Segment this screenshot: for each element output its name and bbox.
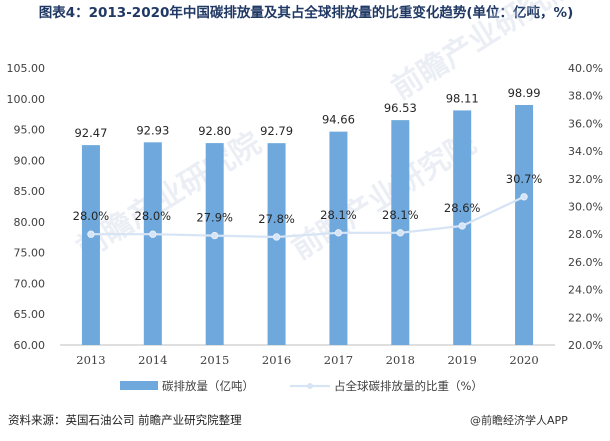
x-tick-label: 2020: [509, 353, 538, 367]
bar-value-label: 92.80: [198, 124, 231, 138]
legend-marker-line: [307, 383, 313, 389]
y-left-tick-label: 75.00: [14, 247, 46, 260]
x-tick-label: 2016: [262, 353, 291, 367]
bar: [329, 131, 348, 345]
line-point: [334, 229, 343, 237]
y-right-tick-label: 22.0%: [568, 311, 603, 324]
legend-swatch-bars: [120, 381, 158, 390]
line-point: [458, 222, 466, 230]
bar-value-label: 92.93: [136, 123, 169, 137]
bar: [267, 143, 286, 345]
bar: [515, 104, 534, 345]
line-value-label: 30.7%: [506, 172, 543, 186]
line-point: [520, 193, 528, 201]
line-value-label: 28.0%: [135, 209, 172, 223]
y-left-tick-label: 105.00: [7, 62, 46, 75]
x-tick-label: 2019: [448, 353, 477, 367]
y-right-tick-label: 34.0%: [568, 145, 603, 158]
y-right-tick-label: 36.0%: [568, 117, 603, 130]
line-value-label: 28.6%: [444, 201, 481, 215]
bar: [81, 145, 100, 345]
y-left-tick-label: 85.00: [14, 185, 46, 198]
bar-value-label: 96.53: [384, 101, 417, 115]
legend-label-line: 占全球碳排放量的比重（%）: [334, 379, 483, 393]
line-point: [87, 230, 95, 238]
bar-value-label: 92.47: [74, 126, 107, 140]
x-tick-label: 2015: [200, 353, 229, 367]
y-left-tick-label: 90.00: [14, 154, 46, 167]
bar: [143, 142, 162, 345]
line-point: [149, 230, 157, 238]
y-left-tick-label: 65.00: [14, 308, 46, 321]
y-right-tick-label: 28.0%: [568, 228, 603, 241]
line-series: [90, 195, 525, 239]
y-right-tick-label: 38.0%: [568, 90, 603, 103]
source-note: 资料来源：英国石油公司 前瞻产业研究院整理: [8, 413, 242, 427]
y-left-tick-label: 100.00: [7, 93, 46, 106]
line-value-label: 28.1%: [382, 208, 419, 222]
x-tick-label: 2014: [138, 353, 167, 367]
y-right-tick-label: 32.0%: [568, 173, 603, 186]
y-left-tick-label: 60.00: [14, 339, 46, 352]
line-value-label: 28.0%: [73, 209, 110, 223]
bar: [205, 143, 224, 345]
watermark-text: 前瞻产业研究院: [286, 126, 483, 267]
watermark-brand: @前瞻经济学人APP: [470, 414, 568, 427]
x-tick-label: 2013: [76, 353, 105, 367]
y-right-tick-label: 26.0%: [568, 256, 603, 269]
line-point: [272, 233, 281, 241]
y-left-tick-label: 70.00: [14, 277, 46, 290]
bar-value-label: 92.79: [260, 124, 293, 138]
watermark-text: 前瞻产业研究院: [386, 0, 583, 107]
line-point: [210, 231, 219, 240]
line-value-label: 27.9%: [196, 211, 233, 225]
line-value-label: 28.1%: [320, 208, 357, 222]
line-point: [396, 229, 405, 237]
y-right-tick-label: 40.0%: [568, 62, 603, 75]
chart-title: 图表4：2013-2020年中国碳排放量及其占全球排放量的比重变化趋势(单位：亿…: [38, 5, 574, 21]
y-right-tick-label: 24.0%: [568, 284, 603, 297]
line-value-label: 27.8%: [258, 212, 295, 226]
watermark-text: 前瞻产业研究院: [71, 126, 268, 267]
bar-value-label: 98.11: [446, 91, 479, 105]
x-tick-label: 2018: [386, 353, 415, 367]
bar-value-label: 98.99: [508, 86, 541, 100]
x-tick-label: 2017: [324, 353, 353, 367]
y-left-tick-label: 80.00: [14, 216, 46, 229]
y-right-tick-label: 30.0%: [568, 201, 603, 214]
bar-value-label: 94.66: [322, 113, 355, 127]
y-right-tick-label: 20.0%: [568, 339, 603, 352]
legend-label-bars: 碳排放量（亿吨）: [162, 379, 254, 393]
y-left-tick-label: 95.00: [14, 124, 46, 137]
